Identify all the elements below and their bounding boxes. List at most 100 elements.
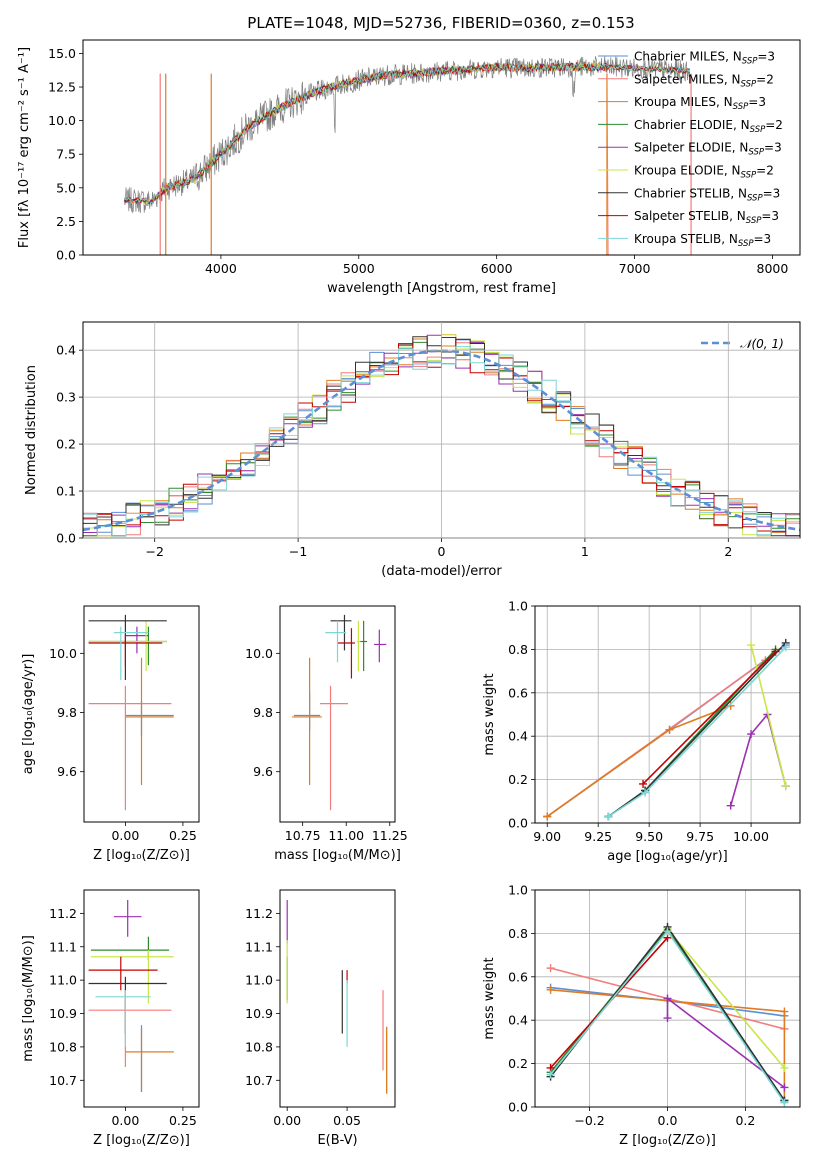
x-tick-label: 5000	[343, 261, 375, 276]
y-axis-label: mass weight	[482, 957, 497, 1039]
mass-weight-line	[642, 651, 777, 785]
y-tick-label: 10.0	[48, 113, 76, 128]
x-tick-label: 1	[581, 544, 589, 559]
y-tick-label: 0.6	[508, 969, 528, 984]
legend-entry: Salpeter MILES, NSSP=2	[634, 72, 774, 89]
y-tick-label: 11.0	[245, 973, 273, 988]
observed-spectrum-line	[124, 56, 691, 214]
x-tick-label: 9.25	[584, 829, 612, 844]
x-tick-label: 11.00	[328, 828, 364, 843]
legend-entry: Salpeter ELODIE, NSSP=3	[634, 141, 782, 158]
mass-weight-line	[546, 705, 731, 818]
x-axis-label: (data-model)/error	[381, 564, 502, 579]
spectrum-axes-frame	[82, 39, 801, 256]
x-tick-label: −2	[145, 544, 163, 559]
mass-weight-marker	[780, 1063, 789, 1072]
y-tick-label: 11.0	[49, 973, 77, 988]
mass-weight-marker	[546, 985, 555, 994]
mass-weight-marker	[663, 1014, 672, 1023]
y-tick-label: 0.0	[508, 816, 528, 831]
x-axis-label: Z [log₁₀(Z/Z⊙)]	[619, 1133, 716, 1148]
spectrum-plot-area	[124, 56, 692, 255]
y-tick-label: 0.4	[508, 729, 528, 744]
y-tick-label: 0.8	[508, 926, 528, 941]
x-tick-label: 0.05	[333, 1113, 361, 1128]
x-tick-label: −1	[289, 544, 307, 559]
x-tick-label: 0.00	[111, 828, 139, 843]
y-tick-label: 2.5	[56, 214, 76, 229]
y-tick-label: 11.2	[245, 906, 273, 921]
mass-weight-marker	[543, 812, 552, 821]
y-tick-label: 0.1	[56, 484, 76, 499]
mass-weight-marker	[604, 812, 613, 821]
spectrum-panel: PLATE=1048, MJD=52736, FIBERID=0360, z=0…	[17, 14, 801, 296]
residuals-panel: 𝒩(0, 1) −2 −1 0 1 2 0.0 0.1 0.2 0.3 0.4 (data-mode…	[24, 321, 801, 579]
model-spectrum-line	[124, 61, 690, 204]
y-axis-label: age [log₁₀(age/yr)]	[21, 654, 36, 775]
y-tick-label: 10.8	[49, 1039, 77, 1054]
model-spectrum-line	[124, 61, 690, 255]
x-tick-label: 7000	[619, 261, 651, 276]
y-tick-label: 0.4	[508, 1013, 528, 1028]
y-axis-label: Flux [fλ 10⁻¹⁷ erg cm⁻² s⁻¹ A⁻¹]	[17, 47, 32, 248]
model-spectrum-line	[124, 62, 690, 205]
spectrum-legend: Chabrier MILES, NSSP=3 Salpeter MILES, NS…	[598, 50, 783, 249]
x-tick-label: 9.00	[533, 829, 561, 844]
y-tick-label: 7.5	[56, 147, 76, 162]
mass-weight-marker	[780, 1083, 789, 1092]
x-tick-label: 10.00	[733, 829, 769, 844]
massweight-vs-age-panel: 9.00 9.25 9.50 9.75 10.00 0.0 0.2 0.4 0.6 0.8 1.0 a…	[482, 599, 801, 864]
y-tick-label: 0.3	[56, 390, 76, 405]
model-spectrum-line	[124, 62, 691, 204]
normal-curve-legend-label: 𝒩(0, 1)	[740, 337, 784, 351]
y-tick-label: 10.9	[245, 1006, 273, 1021]
age-vs-Z-panel: 0.00 0.25 9.6 9.8 10.0 Z [log₁₀(Z/Z⊙)] age [lo…	[21, 605, 200, 863]
parameter-panels: 0.00 0.25 9.6 9.8 10.0 Z [log₁₀(Z/Z⊙)] age [lo…	[21, 599, 801, 1148]
y-tick-label: 9.6	[57, 764, 77, 779]
mass-weight-marker	[641, 788, 650, 797]
mass-vs-EBV-axes-frame	[279, 889, 396, 1108]
x-tick-label: 9.75	[686, 829, 714, 844]
mass-weight-marker	[747, 730, 756, 739]
y-tick-label: 11.2	[49, 906, 77, 921]
x-tick-label: 0	[438, 544, 446, 559]
y-tick-label: 1.0	[508, 599, 528, 614]
x-tick-label: 0.00	[273, 1113, 301, 1128]
massweight-vs-Z-panel: −0.2 0.0 0.2 0.0 0.2 0.4 0.6 0.8 1.0 Z [log₁₀(Z/Z…	[482, 883, 801, 1148]
y-tick-label: 10.0	[49, 646, 77, 661]
y-tick-label: 9.8	[57, 705, 77, 720]
x-tick-label: 11.25	[372, 828, 408, 843]
legend-entry: Kroupa MILES, NSSP=3	[634, 95, 766, 112]
legend-entry: Kroupa STELIB, NSSP=3	[634, 232, 771, 249]
age-vs-mass-plot-area	[292, 614, 387, 811]
model-spectrum-line	[124, 61, 690, 204]
mass-weight-marker	[780, 1098, 789, 1107]
age-vs-mass-axes-frame	[279, 605, 396, 823]
y-axis-label: mass weight	[482, 673, 497, 755]
y-tick-label: 0.2	[508, 1056, 528, 1071]
x-tick-label: 0.0	[658, 1113, 678, 1128]
y-tick-label: 0.0	[508, 1100, 528, 1115]
massweight-vs-age-plot-area	[543, 638, 790, 821]
age-vs-Z-plot-area	[88, 614, 174, 811]
massweight-vs-Z-axes-frame	[534, 889, 801, 1108]
legend-entry: Chabrier ELODIE, NSSP=2	[634, 118, 783, 135]
model-spectrum-line	[124, 61, 690, 205]
x-tick-label: 0.2	[735, 1113, 755, 1128]
x-tick-label: −0.2	[574, 1113, 604, 1128]
y-tick-label: 9.8	[253, 705, 273, 720]
y-tick-label: 1.0	[508, 883, 528, 898]
legend-entry: Kroupa ELODIE, NSSP=2	[634, 164, 774, 181]
y-tick-label: 0.4	[56, 343, 76, 358]
x-tick-label: 0.00	[111, 1113, 139, 1128]
y-tick-label: 0.2	[56, 437, 76, 452]
mass-weight-marker	[663, 927, 672, 936]
x-tick-label: 6000	[481, 261, 513, 276]
y-tick-label: 10.9	[49, 1006, 77, 1021]
x-tick-label: 8000	[757, 261, 789, 276]
mass-weight-line	[750, 644, 787, 787]
y-tick-label: 5.0	[56, 180, 76, 195]
legend-entry: Chabrier STELIB, NSSP=3	[634, 186, 780, 203]
y-tick-label: 11.1	[245, 939, 273, 954]
